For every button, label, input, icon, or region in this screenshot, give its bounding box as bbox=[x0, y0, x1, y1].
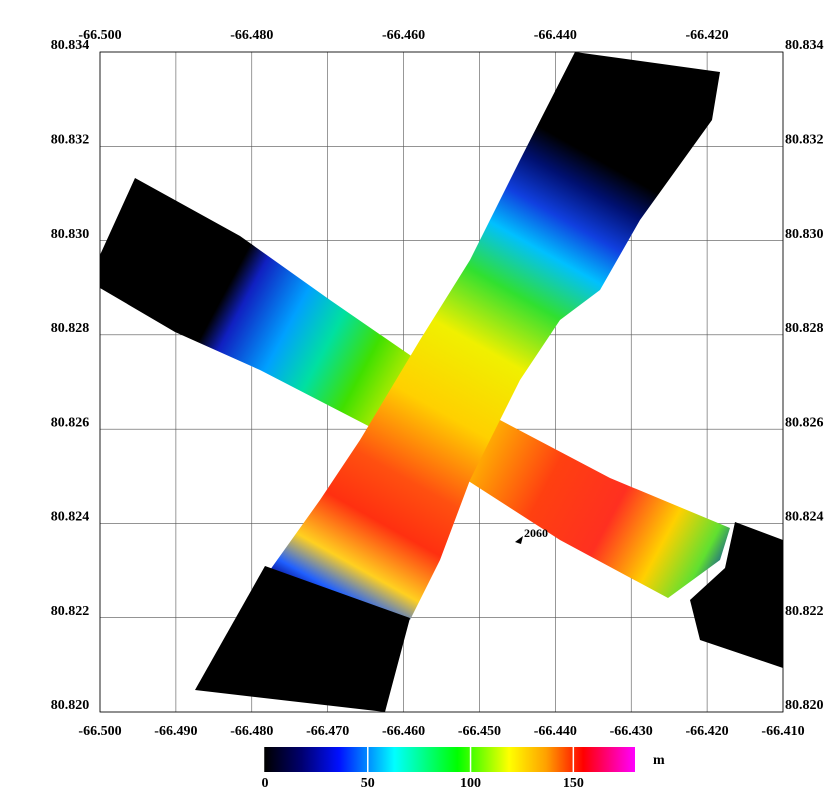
y-tick-label: 80.832 bbox=[51, 133, 90, 148]
x-tick-label-top: -66.480 bbox=[230, 28, 273, 43]
x-tick-label-top: -66.460 bbox=[382, 28, 425, 43]
colorbar-label: 150 bbox=[563, 776, 584, 791]
x-tick-label: -66.440 bbox=[534, 724, 577, 739]
y-tick-label-right: 80.834 bbox=[785, 38, 824, 53]
colorbar-label: 100 bbox=[460, 776, 481, 791]
y-tick-label-right: 80.832 bbox=[785, 133, 824, 148]
y-tick-label: 80.830 bbox=[51, 227, 90, 242]
colorbar-unit: m bbox=[653, 753, 665, 768]
x-tick-label: -66.490 bbox=[154, 724, 197, 739]
x-tick-label: -66.430 bbox=[610, 724, 653, 739]
x-tick-label: -66.470 bbox=[306, 724, 349, 739]
annotation: 2060 bbox=[524, 526, 548, 540]
y-tick-label-right: 80.820 bbox=[785, 698, 824, 713]
x-tick-label: -66.500 bbox=[78, 724, 121, 739]
colorbar bbox=[265, 747, 635, 772]
y-tick-label-right: 80.822 bbox=[785, 604, 824, 619]
y-tick-label-right: 80.824 bbox=[785, 510, 824, 525]
colorbar-label: 50 bbox=[361, 776, 375, 791]
y-tick-label-right: 80.826 bbox=[785, 415, 824, 430]
y-tick-label: 80.834 bbox=[51, 38, 90, 53]
y-tick-label-right: 80.830 bbox=[785, 227, 824, 242]
y-tick-label: 80.826 bbox=[51, 415, 90, 430]
colorbar-label: 0 bbox=[262, 776, 269, 791]
y-tick-label: 80.820 bbox=[51, 698, 90, 713]
annotation-marker bbox=[515, 536, 523, 544]
x-tick-label-top: -66.420 bbox=[686, 28, 729, 43]
y-tick-label: 80.824 bbox=[51, 510, 90, 525]
bathymetry-map: 2060 -66.500 -66.490 -66.480 -66.470 -66.460… bbox=[0, 0, 825, 791]
x-tick-label-top: -66.440 bbox=[534, 28, 577, 43]
y-tick-label: 80.828 bbox=[51, 321, 90, 336]
y-tick-label-right: 80.828 bbox=[785, 321, 824, 336]
x-tick-label: -66.410 bbox=[761, 724, 804, 739]
x-tick-label: -66.460 bbox=[382, 724, 425, 739]
x-tick-label: -66.450 bbox=[458, 724, 501, 739]
map-page: 2060 -66.500 -66.490 -66.480 -66.470 -66.460… bbox=[0, 0, 825, 791]
x-tick-label: -66.420 bbox=[686, 724, 729, 739]
x-tick-label: -66.480 bbox=[230, 724, 273, 739]
y-tick-label: 80.822 bbox=[51, 604, 90, 619]
